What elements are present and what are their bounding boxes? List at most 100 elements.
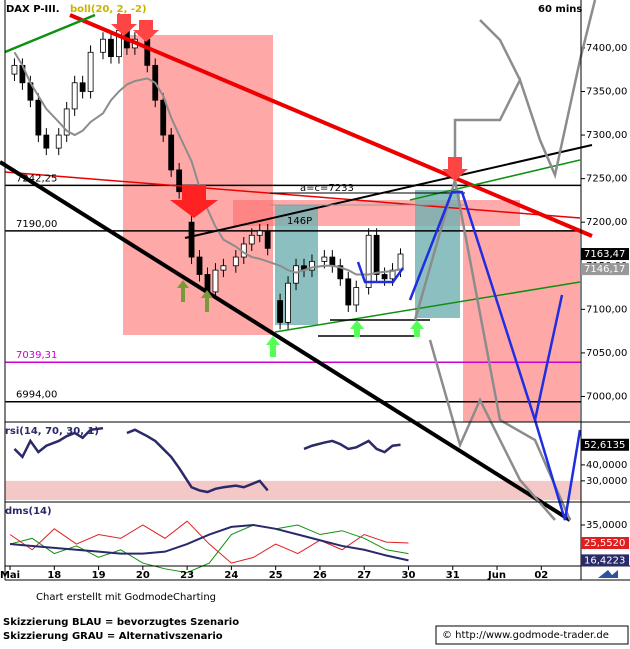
arrow-down — [111, 14, 137, 36]
candle-body — [365, 234, 372, 288]
candle-body — [11, 64, 18, 75]
value-box — [581, 438, 629, 451]
candle-body — [220, 265, 227, 271]
y-tick-label: 7050,00 — [586, 348, 627, 359]
candle-body — [168, 134, 175, 171]
dms-line — [9, 523, 409, 562]
x-tick-label: 18 — [47, 570, 61, 581]
candle-body — [264, 230, 271, 249]
candle-body — [353, 287, 360, 306]
candle-body — [87, 51, 94, 92]
candle-body — [232, 256, 239, 267]
candle-body — [321, 256, 328, 262]
candle-body — [63, 108, 70, 136]
credit: Chart erstellt mit GodmodeCharting — [36, 592, 216, 603]
scenario-gray — [413, 179, 572, 521]
x-tick-label: 23 — [180, 570, 194, 581]
x-tick-label: 26 — [313, 570, 327, 581]
arrow-down — [133, 20, 159, 42]
pane-title: rsi(14, 70, 30, 1) — [5, 426, 99, 437]
candle-body — [337, 265, 344, 280]
x-tick-label: 25 — [269, 570, 283, 581]
candle-body — [43, 134, 50, 149]
value-label: 25,5520 — [584, 538, 625, 549]
candle-body — [329, 256, 336, 267]
x-tick-label: 20 — [136, 570, 150, 581]
arrow-up — [266, 336, 280, 357]
candle-body — [35, 99, 42, 136]
candle-body — [381, 274, 388, 280]
y-tick-label: 7000,00 — [586, 391, 627, 402]
trend-line — [184, 144, 593, 239]
legend-note: Skizzierung BLAU = bevorzugtes Szenario — [3, 617, 239, 628]
candle-body — [144, 38, 151, 66]
dms-line — [9, 520, 409, 564]
pane-title: dms(14) — [5, 506, 52, 517]
candle-body — [277, 300, 283, 323]
url-box — [435, 625, 629, 645]
y-tick-label: 30,0000 — [586, 476, 627, 487]
trend-line — [274, 281, 581, 333]
level-label: 7190,00 — [16, 219, 57, 230]
arrow-down — [442, 157, 468, 181]
candle-body — [309, 261, 315, 271]
candle-body — [293, 265, 299, 284]
value-label: 52,6135 — [584, 440, 625, 451]
arrow-up — [350, 320, 364, 337]
y-tick-label: 7300,00 — [586, 130, 627, 141]
value-label: 7163,47 — [584, 249, 625, 260]
x-tick-label: 02 — [534, 570, 548, 581]
value-box — [581, 248, 629, 261]
candle-body — [256, 230, 263, 236]
arrow-up — [410, 320, 424, 337]
icon — [598, 570, 618, 578]
trend-line — [69, 13, 593, 238]
trend-line — [0, 160, 572, 522]
value-box — [581, 536, 629, 549]
zone — [463, 230, 580, 422]
legend-note: Skizzierung GRAU = Alternativszenario — [3, 631, 223, 642]
candle-body — [79, 82, 86, 92]
url: © http://www.godmode-trader.de — [442, 630, 609, 641]
x-tick-label: 30 — [402, 570, 416, 581]
candle-body — [176, 169, 183, 193]
candle-body — [345, 278, 352, 306]
scenario-blue — [533, 294, 564, 421]
y-tick-label: 40,0000 — [586, 460, 627, 471]
candle-body — [100, 38, 106, 53]
candle-body — [108, 38, 114, 58]
rsi-line — [13, 426, 401, 494]
level-label: 7039,31 — [16, 350, 57, 361]
candle-body — [55, 134, 62, 149]
x-tick-label: 24 — [224, 570, 238, 581]
level-label: 7242,25 — [16, 173, 57, 184]
annotation: a=c=7233 — [300, 183, 354, 194]
overlay-name: boll(20, 2, -2) — [70, 4, 147, 15]
scenario-blue — [356, 261, 405, 284]
candle-body — [196, 256, 203, 275]
arrow-up — [177, 280, 189, 302]
chart-title: DAX P-III. — [6, 4, 60, 15]
y-tick-label: 7100,00 — [586, 304, 627, 315]
overlay-line — [13, 51, 401, 276]
x-tick-label: Mai — [0, 570, 20, 581]
value-label: 16,4223 — [584, 555, 625, 566]
trend-line — [4, 171, 581, 219]
y-tick-label: 7400,00 — [586, 43, 627, 54]
x-tick-label: 19 — [92, 570, 106, 581]
y-tick-label: 7350,00 — [586, 86, 627, 97]
candle-body — [71, 82, 78, 110]
x-tick-label: 31 — [446, 570, 460, 581]
value-box — [581, 554, 629, 567]
level-label: 6994,00 — [16, 390, 57, 401]
candle-body — [285, 282, 291, 323]
dms-line — [9, 524, 409, 574]
scenario-gray — [453, 0, 597, 185]
value-label: 7146,17 — [584, 264, 625, 275]
candle-body — [212, 269, 219, 293]
x-tick-label: Jun — [487, 570, 506, 581]
y-tick-label: 7200,00 — [586, 217, 627, 228]
rsi-zone — [5, 480, 582, 500]
scenario-gray — [479, 19, 522, 81]
